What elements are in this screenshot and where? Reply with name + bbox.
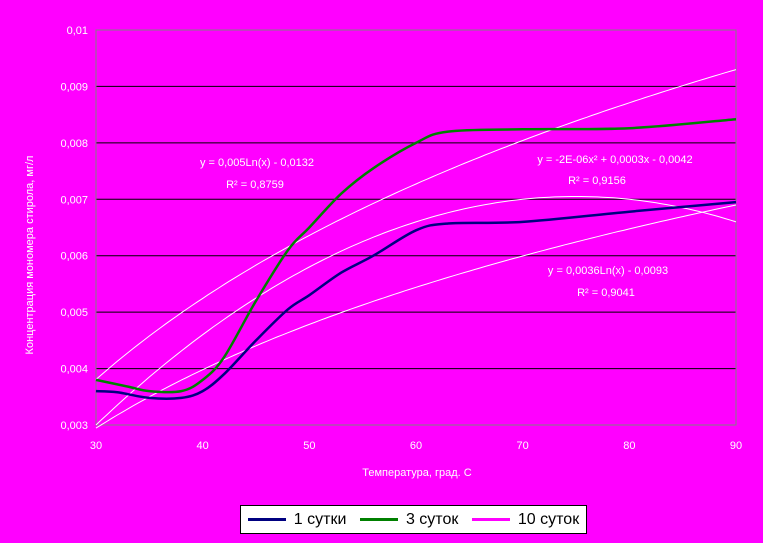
x-tick-label: 60 <box>410 440 422 452</box>
x-tick-label: 80 <box>623 440 635 452</box>
y-axis-ticks: 0,003 0,004 0,005 0,006 0,007 0,008 0,009 0,01 <box>60 25 88 432</box>
y-tick-label: 0,007 <box>60 194 88 206</box>
legend-label: 3 суток <box>405 510 459 528</box>
series-line <box>95 200 737 400</box>
y-tick-label: 0,008 <box>60 138 88 150</box>
trendline-label-3: y = -2E-06x² + 0,0003x - 0,0042 R² = 0,9… <box>537 154 692 187</box>
legend-swatch <box>247 518 286 521</box>
trendline-equation: y = -2E-06x² + 0,0003x - 0,0042 <box>537 154 692 166</box>
trendline-equation: y = 0,005Ln(x) - 0,0132 <box>200 157 314 169</box>
y-tick-label: 0,003 <box>60 420 88 432</box>
x-tick-label: 50 <box>303 440 315 452</box>
trendline <box>95 196 737 426</box>
x-tick-label: 40 <box>197 440 209 452</box>
x-axis-label: Температура, град. С <box>362 467 472 479</box>
plot-area <box>95 29 737 426</box>
trendline <box>95 69 737 380</box>
legend-label: 10 суток <box>517 510 580 528</box>
trendline-label-2: y = 0,005Ln(x) - 0,0132 R² = 0,8759 <box>200 157 314 191</box>
legend-label: 1 сутки <box>293 510 347 528</box>
plot-border <box>95 29 737 426</box>
trendline-equation: y = 0,0036Ln(x) - 0,0093 <box>548 265 668 277</box>
grid-lines <box>96 29 736 426</box>
trendlines <box>95 69 737 429</box>
x-axis-ticks: 30 40 50 60 70 80 90 <box>90 440 742 452</box>
legend-item: 10 суток <box>471 510 580 529</box>
x-tick-label: 90 <box>730 440 742 452</box>
y-tick-label: 0,005 <box>60 307 88 319</box>
legend-item: 1 сутки <box>247 510 347 529</box>
trendline-label-1: y = 0,0036Ln(x) - 0,0093 R² = 0,9041 <box>548 265 668 299</box>
data-series <box>95 117 737 400</box>
trendline <box>95 204 737 429</box>
legend-swatch <box>471 518 510 521</box>
legend: 1 сутки 3 суток 10 суток <box>240 505 587 534</box>
trendline-r2: R² = 0,8759 <box>226 179 284 191</box>
x-tick-label: 30 <box>90 440 102 452</box>
x-tick-label: 70 <box>517 440 529 452</box>
legend-swatch <box>359 518 398 521</box>
trendline-r2: R² = 0,9041 <box>577 287 635 299</box>
legend-item: 3 суток <box>359 510 459 529</box>
series-line <box>95 117 737 394</box>
trendline-r2: R² = 0,9156 <box>568 175 626 187</box>
y-tick-label: 0,006 <box>60 251 88 263</box>
y-tick-label: 0,009 <box>60 81 88 93</box>
y-tick-label: 0,004 <box>60 364 88 376</box>
y-tick-label: 0,01 <box>67 25 88 37</box>
y-axis-label: Концентрация мономера стирола, мг/л <box>24 156 36 355</box>
